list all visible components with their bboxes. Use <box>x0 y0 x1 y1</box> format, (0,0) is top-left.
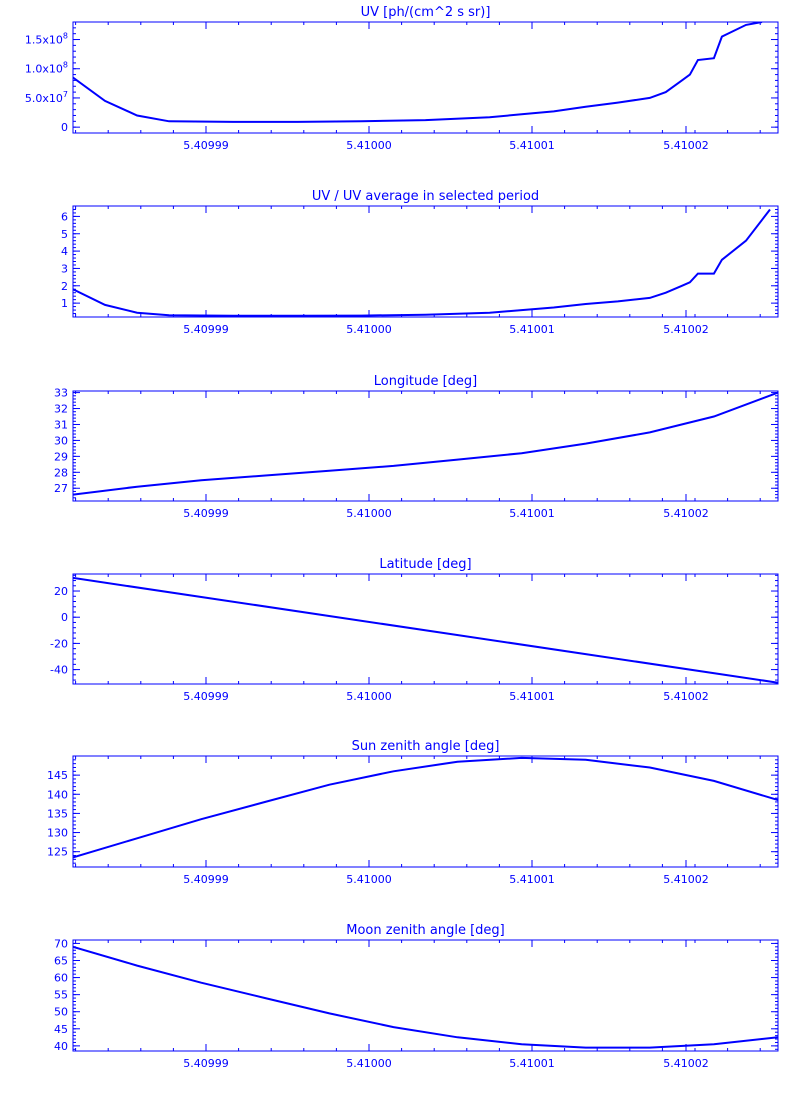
plot-frame-sun-zenith <box>72 755 779 868</box>
x-tick-label-uv: 5.41000 <box>346 139 392 152</box>
y-tick-label-longitude: 29 <box>54 450 68 463</box>
y-tick-label-moon-zenith: 70 <box>54 937 68 950</box>
y-tick-label-moon-zenith: 40 <box>54 1040 68 1053</box>
y-tick-label-sun-zenith: 140 <box>47 788 68 801</box>
x-tick-label-uv: 5.41002 <box>663 139 709 152</box>
y-tick-label-sun-zenith: 125 <box>47 846 68 859</box>
x-tick-label-uv-ratio: 5.40999 <box>183 323 229 336</box>
x-tick-label-uv: 5.41001 <box>509 139 555 152</box>
y-tick-label-moon-zenith: 60 <box>54 972 68 985</box>
y-tick-label-uv-ratio: 5 <box>61 228 68 241</box>
x-tick-label-moon-zenith: 5.41002 <box>663 1057 709 1070</box>
x-tick-label-moon-zenith: 5.41001 <box>509 1057 555 1070</box>
plot-frame-latitude <box>72 573 779 685</box>
panel-latitude: Latitude [deg] 5.40999 5.41000 5.41001 5.410… <box>50 557 779 703</box>
x-tick-label-uv: 5.40999 <box>183 139 229 152</box>
x-tick-label-uv-ratio: 5.41001 <box>509 323 555 336</box>
series-line-longitude <box>73 391 778 496</box>
x-tick-label-moon-zenith: 5.40999 <box>183 1057 229 1070</box>
y-tick-label-moon-zenith: 45 <box>54 1023 68 1036</box>
x-tick-label-sun-zenith: 5.40999 <box>183 873 229 886</box>
panel-longitude: Longitude [deg] 5.40999 5.41000 5.41001 5.41… <box>54 374 779 520</box>
y-tick-label-latitude: 20 <box>54 585 68 598</box>
y-tick-label-longitude: 30 <box>54 434 68 447</box>
x-tick-label-latitude: 5.40999 <box>183 690 229 703</box>
x-tick-label-uv-ratio: 5.41002 <box>663 323 709 336</box>
y-tick-label-longitude: 33 <box>54 387 68 400</box>
x-tick-label-uv-ratio: 5.41000 <box>346 323 392 336</box>
x-tick-label-longitude: 5.41002 <box>663 507 709 520</box>
y-tick-label-latitude: -40 <box>50 664 68 677</box>
x-tick-label-latitude: 5.41001 <box>509 690 555 703</box>
y-tick-label-uv: 5.0x107 <box>25 90 68 105</box>
x-tick-label-longitude: 5.40999 <box>183 507 229 520</box>
series-line-moon-zenith <box>73 945 778 1049</box>
plot-frame-longitude <box>72 390 779 502</box>
y-tick-label-longitude: 27 <box>54 482 68 495</box>
chart-title-longitude: Longitude [deg] <box>374 374 477 389</box>
y-tick-label-latitude: 0 <box>61 611 68 624</box>
x-tick-label-latitude: 5.41002 <box>663 690 709 703</box>
y-tick-label-uv-ratio: 6 <box>61 210 68 223</box>
y-tick-label-longitude: 31 <box>54 418 68 431</box>
y-tick-label-moon-zenith: 55 <box>54 989 68 1002</box>
y-tick-label-uv-ratio: 2 <box>61 280 68 293</box>
panel-uv: UV [ph/(cm^2 s sr)] 5.40999 5.41000 5.41001… <box>25 5 779 152</box>
x-tick-label-sun-zenith: 5.41000 <box>346 873 392 886</box>
panel-moon-zenith: Moon zenith angle [deg] 5.40999 5.41000 5.4… <box>54 923 779 1070</box>
chart-title-sun-zenith: Sun zenith angle [deg] <box>352 739 500 754</box>
y-tick-label-uv: 0 <box>61 121 68 134</box>
y-tick-label-sun-zenith: 135 <box>47 807 68 820</box>
plot-frame-uv <box>72 21 779 134</box>
y-tick-label-sun-zenith: 130 <box>47 827 68 840</box>
y-tick-label-longitude: 32 <box>54 403 68 416</box>
series-line-latitude <box>73 576 778 684</box>
plot-frame-moon-zenith <box>72 939 779 1052</box>
plot-frame-uv-ratio <box>72 205 779 318</box>
y-tick-label-uv: 1.0x108 <box>25 61 68 76</box>
y-tick-label-longitude: 28 <box>54 466 68 479</box>
x-tick-label-sun-zenith: 5.41002 <box>663 873 709 886</box>
y-tick-label-sun-zenith: 145 <box>47 769 68 782</box>
y-tick-label-moon-zenith: 65 <box>54 954 68 967</box>
x-tick-label-sun-zenith: 5.41001 <box>509 873 555 886</box>
y-tick-label-uv: 1.5x108 <box>25 32 68 47</box>
x-tick-label-longitude: 5.41001 <box>509 507 555 520</box>
series-line-uv-ratio <box>73 208 771 317</box>
x-tick-label-moon-zenith: 5.41000 <box>346 1057 392 1070</box>
chart-title-moon-zenith: Moon zenith angle [deg] <box>346 923 504 938</box>
series-line-uv <box>73 22 763 123</box>
y-tick-label-uv-ratio: 3 <box>61 262 68 275</box>
y-tick-label-moon-zenith: 50 <box>54 1006 68 1019</box>
panel-uv-ratio: UV / UV average in selected period 5.4099… <box>61 189 779 336</box>
x-tick-label-latitude: 5.41000 <box>346 690 392 703</box>
chart-title-uv-ratio: UV / UV average in selected period <box>312 189 539 204</box>
x-tick-label-longitude: 5.41000 <box>346 507 392 520</box>
panel-sun-zenith: Sun zenith angle [deg] 5.40999 5.41000 5.41… <box>47 739 779 886</box>
y-tick-label-uv-ratio: 4 <box>61 245 68 258</box>
chart-title-uv: UV [ph/(cm^2 s sr)] <box>361 5 491 20</box>
series-line-sun-zenith <box>73 756 778 859</box>
chart-title-latitude: Latitude [deg] <box>379 557 471 572</box>
y-tick-label-latitude: -20 <box>50 637 68 650</box>
y-tick-label-uv-ratio: 1 <box>61 297 68 310</box>
